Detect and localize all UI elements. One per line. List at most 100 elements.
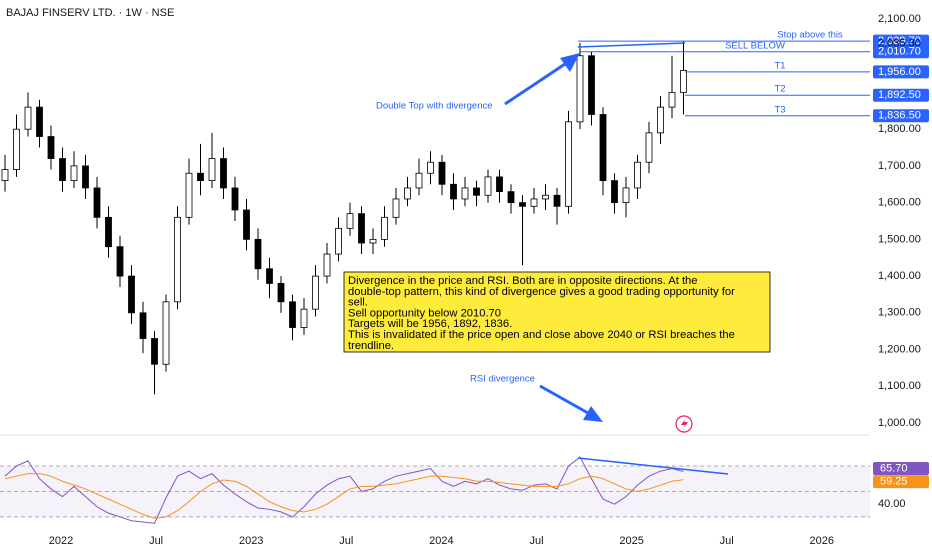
price-trendline [577,42,686,48]
level-name: T2 [774,84,785,95]
note-line: sell. [348,297,368,309]
candle-body [461,187,469,200]
y-tick-label: 1,600.00 [878,197,921,209]
note-line: double-top pattern, this kind of diverge… [348,286,735,298]
level-tag [873,65,929,79]
candle-body [335,227,342,255]
value-label: 59.25 [880,476,908,488]
y-tick-label: 1,800.00 [878,123,921,135]
x-tick-label: 2023 [239,535,263,547]
candle-body [300,308,308,328]
note: Divergence in the price and RSI. Both ar… [348,275,735,352]
y-tick-label: 2,100.00 [878,13,921,25]
candle-body [381,216,388,240]
note-line: Sell opportunity below 2010.70 [348,307,501,319]
candle-body [392,198,400,218]
y-tick-label: 1,400.00 [878,270,921,282]
candle-body [312,275,319,310]
candle-body [657,106,664,134]
price-pane: 2,100.00 1,800.00 1,700.00 1,600.00 1,500.00… [1,13,929,429]
candle-body [519,202,526,207]
candle-body [473,187,480,196]
time-axis: 2022 Jul 2023 Jul 2024 Jul 2025 Jul 2026 [49,535,834,547]
level-label: 1,956.00 [878,66,921,78]
arrow-head [583,406,603,422]
candle-body [13,128,20,170]
candle-body [346,213,354,229]
candle-body [24,106,32,130]
note-box [343,271,771,353]
candle-body [243,209,250,240]
last-price-label: 2,035.30 [878,38,921,50]
candle-body [415,172,423,189]
x-tick-label: Jul [339,535,353,547]
candle-body [530,198,538,207]
y-tick-label: 1,500.00 [878,233,921,245]
x-tick-label: 2025 [619,535,643,547]
candle-body [47,136,55,159]
x-tick-label: Jul [529,535,543,547]
candle-body [70,165,78,181]
candle-body [105,216,112,248]
candle-body [358,213,365,244]
candle-body [151,338,158,365]
candle-body [1,169,9,181]
rsi-pane: 40.00 65.70 59.25 [0,456,929,524]
value-tag [873,475,929,489]
y-tick-label: 1,000.00 [878,417,921,429]
candle-body [162,301,170,365]
x-tick-label: 2026 [810,535,834,547]
candle-body [427,161,434,174]
candle-body [266,268,273,284]
icon [675,415,693,433]
value-label: 65.70 [880,462,908,474]
x-tick-label: Jul [149,535,163,547]
y-tick-label: 1,200.00 [878,343,921,355]
candle-body [645,132,653,163]
candle-body [185,172,193,218]
candle-body [611,180,618,204]
candle-body [93,187,101,218]
candle-body [588,55,595,115]
candle-body [438,161,446,185]
chart-title: BAJAJ FINSERV LTD. · 1W · NSE [6,7,174,19]
candle-body [277,283,285,303]
rsi-trendline [577,457,729,475]
candle-body [634,161,641,189]
note-line: Divergence in the price and RSI. Both ar… [348,275,698,287]
y-tick-label: 1,300.00 [878,307,921,319]
candle-body [450,183,457,200]
candle-body [542,194,549,200]
y-tick-label: 1,100.00 [878,380,921,392]
level-name: SELL BELOW [725,40,785,51]
y-tick-label: 40.00 [878,498,906,510]
candle-body [404,187,411,200]
x-tick-label: Jul [720,535,734,547]
candle-body [231,187,239,211]
candle-body [174,216,181,303]
candle-body [576,55,584,123]
candle-body [254,238,262,270]
note-line: This is invalidated if the price open an… [348,329,735,341]
candle-body [668,92,676,108]
level-name: T3 [774,104,785,115]
level-tag [873,34,929,48]
x-tick-label: 2022 [49,535,73,547]
level-label: 2,010.70 [878,46,921,58]
arrow-head [560,53,580,72]
level-name: T1 [774,60,785,71]
candle-body [82,165,89,189]
level-label: 1,892.50 [878,89,921,101]
level-tag [873,45,929,59]
candle-body [116,246,124,277]
candle-body [553,194,561,207]
candle-body [59,158,66,181]
candle-body [565,121,572,207]
value-tag [873,461,929,475]
candle-body [507,191,515,204]
candle-body [128,275,135,314]
annotation: RSI divergence [470,374,535,385]
y-tick-label: 1,700.00 [878,160,921,172]
arrow [504,62,566,106]
